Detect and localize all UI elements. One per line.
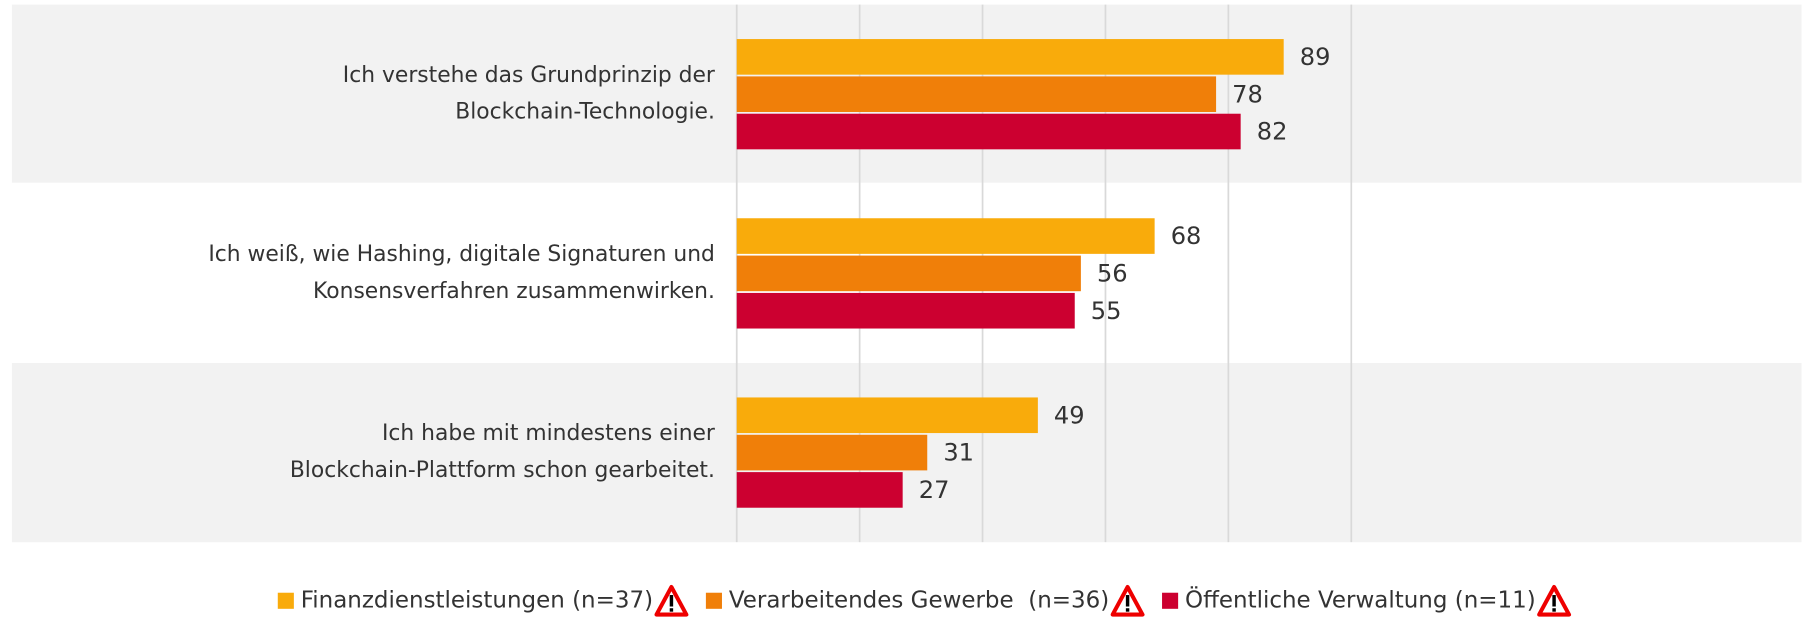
bar (736, 397, 1038, 434)
warning-dot (669, 608, 674, 612)
legend: Finanzdienstleistungen (n=37) Verarbeiten… (277, 584, 1572, 617)
value-label: 68 (1171, 222, 1202, 250)
bar (736, 76, 1217, 112)
warning-icon (1110, 584, 1145, 617)
bar (736, 292, 1075, 329)
warning-bang (1552, 595, 1556, 607)
value-label: 31 (943, 439, 974, 467)
legend-label: Öffentliche Verwaltung (n=11) (1185, 585, 1536, 613)
legend-label: Finanzdienstleistungen (n=37) (301, 587, 653, 613)
bar (736, 255, 1081, 292)
bar (736, 472, 903, 508)
value-label: 78 (1232, 80, 1263, 108)
value-label: 56 (1097, 260, 1128, 288)
legend-swatch (277, 592, 294, 609)
warning-dot (1552, 608, 1556, 612)
warning-bang (669, 595, 674, 607)
value-label: 27 (919, 476, 950, 504)
warning-dot (1125, 608, 1130, 612)
bars: Ich verstehe das Grundprinzip der Blockch… (208, 39, 1330, 508)
value-label: 82 (1257, 118, 1288, 146)
legend-swatch (1162, 592, 1179, 609)
warning-icon (1537, 584, 1572, 617)
category-label: Ich weiß, wie Hashing, digitale Signatur… (208, 242, 715, 304)
bar (736, 113, 1241, 150)
warning-icon (654, 584, 689, 617)
category-label: Ich verstehe das Grundprinzip der Blockch… (343, 63, 715, 125)
legend-label: Verarbeitendes Gewerbe (n=36) (729, 587, 1109, 613)
legend-swatch (705, 592, 722, 609)
value-label: 49 (1054, 401, 1085, 429)
warning-bang (1125, 595, 1130, 607)
value-label: 89 (1300, 43, 1331, 71)
bar (736, 434, 928, 471)
bar (736, 39, 1284, 75)
bar (736, 218, 1155, 254)
category-label: Ich habe mit mindestens einer Blockchain-… (290, 421, 715, 483)
value-label: 55 (1091, 297, 1122, 325)
